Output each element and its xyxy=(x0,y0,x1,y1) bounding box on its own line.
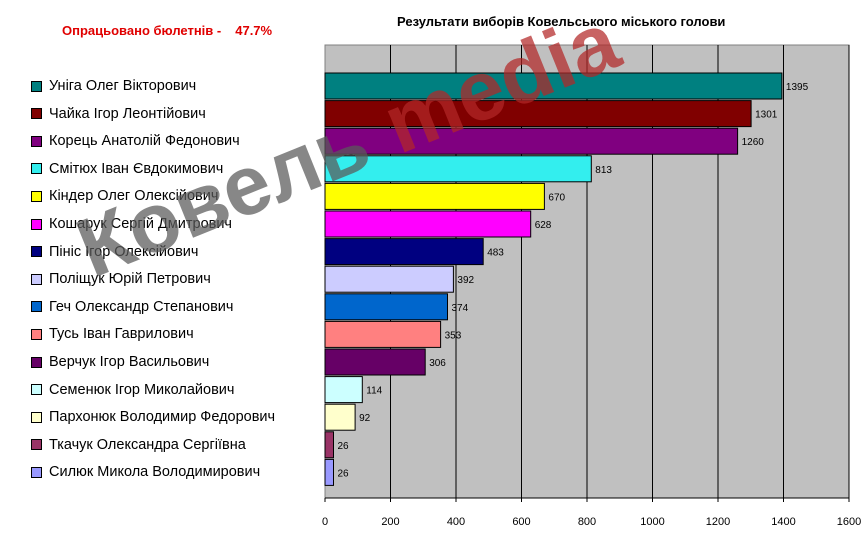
x-tick-label: 0 xyxy=(322,516,328,528)
legend-swatch xyxy=(31,466,42,478)
x-tick-label: 600 xyxy=(512,516,530,528)
data-label: 1260 xyxy=(742,137,765,148)
bar xyxy=(324,431,334,459)
legend-item: Кіндер Олег Олексійович xyxy=(31,187,218,205)
x-tick-label: 1400 xyxy=(771,516,795,528)
legend-label: Кошарук Сергій Дмитрович xyxy=(49,216,232,232)
bar xyxy=(324,182,545,210)
x-tick-label: 1000 xyxy=(640,516,664,528)
x-tick-label: 800 xyxy=(578,516,596,528)
data-label: 374 xyxy=(452,303,469,314)
legend-item: Пініс Ігор Олексійович xyxy=(31,243,198,261)
bar xyxy=(324,210,532,238)
bar xyxy=(324,127,739,155)
legend-swatch xyxy=(31,384,42,396)
legend-item: Тусь Іван Гаврилович xyxy=(31,325,194,343)
legend-swatch xyxy=(31,439,42,451)
bar xyxy=(324,403,356,431)
processed-ballots-percent: 47.7% xyxy=(235,23,273,38)
legend-swatch xyxy=(31,273,42,285)
legend-swatch xyxy=(31,246,42,258)
data-label: 1395 xyxy=(786,82,809,93)
bar xyxy=(324,238,484,266)
bar xyxy=(324,155,592,183)
bar xyxy=(324,458,334,486)
processed-ballots-status: Опрацьовано бюлетнів - 47.7% xyxy=(62,23,272,38)
legend-label: Смітюх Іван Євдокимович xyxy=(49,160,224,177)
legend-item: Корець Анатолій Федонович xyxy=(31,132,240,150)
x-tick-label: 1200 xyxy=(706,516,730,528)
data-label: 26 xyxy=(338,468,350,479)
data-label: 670 xyxy=(548,192,565,203)
legend-item: Семенюк Ігор Миколайович xyxy=(31,381,234,399)
data-label: 483 xyxy=(487,248,504,259)
data-label: 353 xyxy=(445,330,462,341)
legend-item: Верчук Ігор Васильович xyxy=(31,353,209,371)
x-tick-label: 200 xyxy=(381,516,399,528)
legend-label: Ткачук Олександра Сергіївна xyxy=(49,436,246,453)
legend-label: Верчук Ігор Васильович xyxy=(49,354,210,370)
data-label: 392 xyxy=(457,275,474,286)
data-label: 114 xyxy=(366,386,382,397)
data-label: 813 xyxy=(595,165,612,176)
legend-label: Геч Олександр Степанович xyxy=(49,298,234,315)
legend-item: Смітюх Іван Євдокимович xyxy=(31,160,223,178)
legend-swatch xyxy=(31,328,42,340)
legend-label: Поліщук Юрій Петрович xyxy=(49,271,211,288)
legend-label: Кіндер Олег Олексійович xyxy=(49,188,219,205)
data-label: 92 xyxy=(359,413,371,424)
bar xyxy=(324,293,448,321)
legend-swatch xyxy=(31,356,42,368)
legend-swatch xyxy=(31,218,42,230)
data-label: 628 xyxy=(535,220,552,231)
bar xyxy=(324,320,442,348)
processed-ballots-label: Опрацьовано бюлетнів - xyxy=(62,23,222,38)
legend-swatch xyxy=(31,163,42,175)
data-label: 306 xyxy=(429,358,446,369)
legend-item: Уніга Олег Вікторович xyxy=(31,77,196,95)
legend-swatch xyxy=(31,135,42,147)
chart-title: Результати виборів Ковельського міського… xyxy=(397,14,726,29)
legend-item: Кошарук Сергій Дмитрович xyxy=(31,215,232,233)
x-tick-label: 1600 xyxy=(837,516,861,528)
legend-label: Пархонюк Володимир Федорович xyxy=(49,409,276,426)
legend-item: Пархонюк Володимир Федорович xyxy=(31,408,275,426)
legend-label: Пініс Ігор Олексійович xyxy=(49,243,199,260)
legend-label: Чайка Ігор Леонтійович xyxy=(49,105,206,122)
legend-swatch xyxy=(31,411,42,423)
legend-swatch xyxy=(31,190,42,202)
legend-label: Тусь Іван Гаврилович xyxy=(49,326,194,343)
bar xyxy=(324,265,454,293)
legend-swatch xyxy=(31,108,42,120)
bar xyxy=(324,376,363,404)
x-tick-label: 400 xyxy=(447,516,465,528)
legend-label: Уніга Олег Вікторович xyxy=(49,78,197,94)
legend-item: Поліщук Юрій Петрович xyxy=(31,270,211,288)
legend-label: Силюк Микола Володимирович xyxy=(49,464,261,481)
legend-swatch xyxy=(31,301,42,313)
bar xyxy=(324,72,783,100)
legend-item: Геч Олександр Степанович xyxy=(31,298,233,316)
legend-label: Корець Анатолій Федонович xyxy=(49,133,240,150)
legend-label: Семенюк Ігор Миколайович xyxy=(49,381,235,398)
bar xyxy=(324,100,752,128)
legend-item: Чайка Ігор Леонтійович xyxy=(31,105,206,123)
legend-swatch xyxy=(31,80,42,92)
data-label: 1301 xyxy=(755,110,778,121)
data-label: 26 xyxy=(338,441,350,452)
legend-item: Силюк Микола Володимирович xyxy=(31,463,260,481)
legend-item: Ткачук Олександра Сергіївна xyxy=(31,436,246,454)
bar xyxy=(324,348,426,376)
